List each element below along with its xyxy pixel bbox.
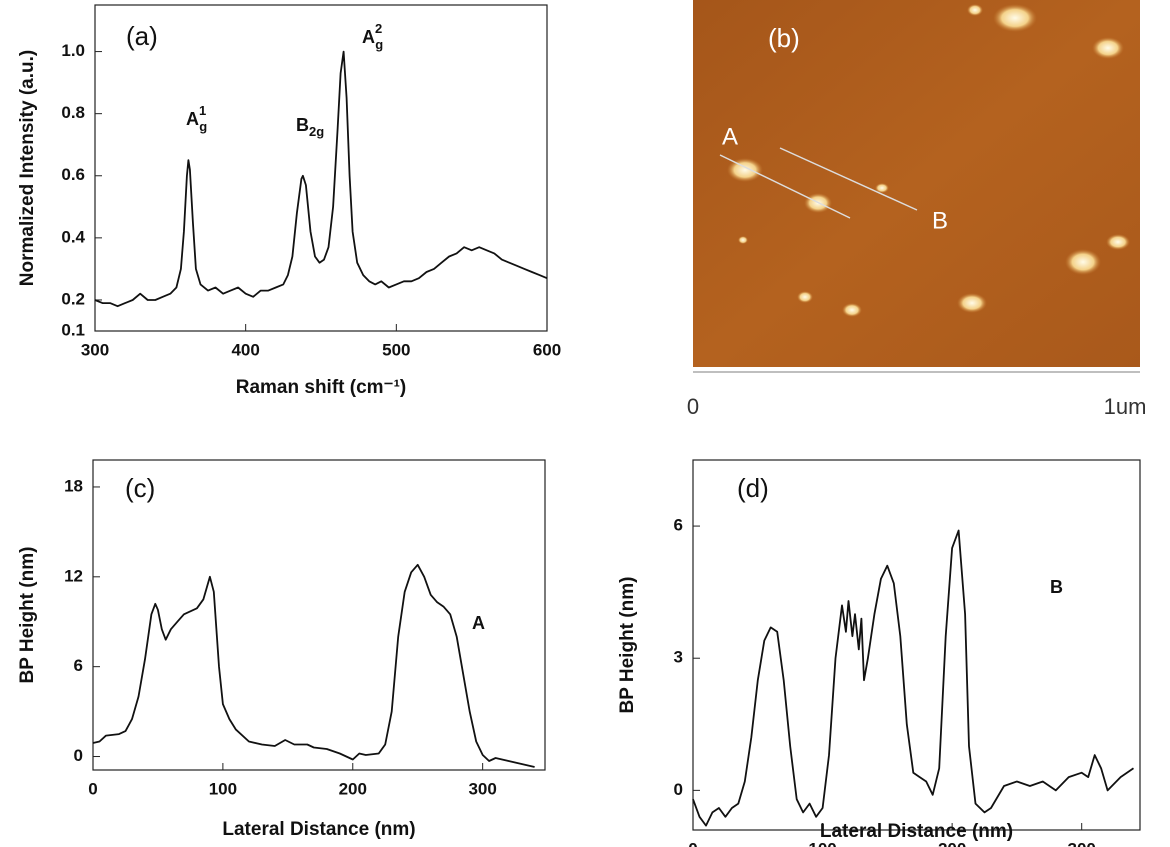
annotation: B2g [296, 115, 324, 140]
x-tick-label: 600 [533, 340, 561, 359]
y-tick-label: 0.8 [61, 103, 85, 122]
chart: 300 400 500 600 0.1 0.2 0.4 0.6 0.8 1.0 Raman shif… [17, 4, 561, 398]
afm-panel: (b) A B 0 1um [687, 0, 1147, 419]
x-tick-label: 300 [1068, 839, 1096, 847]
data-line [692, 529, 1135, 827]
annotation: A [472, 613, 485, 633]
y-axis-label: Normalized Intensity (a.u.) [17, 50, 38, 286]
x-tick-label: 300 [81, 340, 109, 359]
x-tick-label: 300 [468, 779, 496, 798]
y-tick-label: 1.0 [61, 41, 85, 60]
y-tick-label: 18 [64, 476, 83, 495]
panel-label: (c) [125, 473, 155, 503]
panel-label: (d) [737, 473, 769, 503]
annotation-sup: 2 [375, 21, 382, 36]
point-label: A [722, 123, 738, 150]
y-axis-label: BP Height (nm) [617, 577, 638, 714]
x-axis-label: Lateral Distance (nm) [222, 819, 415, 840]
annotation-sub: 2g [309, 124, 324, 139]
plot-frame [692, 459, 1141, 831]
x-tick-label: 400 [231, 340, 259, 359]
data-line [94, 50, 548, 308]
annotation-sub: g [199, 119, 207, 134]
y-tick-label: 0.4 [61, 227, 85, 246]
afm-image [693, 0, 1140, 367]
x-tick-label: 100 [209, 779, 237, 798]
point-label: B [932, 207, 948, 234]
plot-frame [92, 459, 546, 771]
x-tick-label: 0 [688, 839, 697, 847]
y-tick-label: 0.2 [61, 289, 85, 308]
y-tick-label: 3 [674, 648, 683, 667]
annotation-sub: g [375, 37, 383, 52]
y-tick-label: 6 [74, 656, 83, 675]
afm-features [719, 4, 1130, 317]
annotation-text: B [296, 115, 309, 135]
x-tick-label: 200 [339, 779, 367, 798]
panel-label: (a) [126, 21, 158, 51]
annotation-text: A [362, 27, 375, 47]
y-tick-label: 0.1 [61, 320, 85, 339]
chart: 0 100 200 300 0 6 12 18 Lateral Distance (nm) BP … [17, 459, 546, 840]
x-tick-label: 0 [88, 779, 97, 798]
y-tick-label: 0 [674, 780, 683, 799]
annotation: A2 g [362, 21, 383, 52]
scale-label: 0 [687, 394, 699, 419]
y-tick-label: 0.6 [61, 165, 85, 184]
annotation: B [1050, 577, 1063, 597]
y-axis-label: BP Height (nm) [17, 547, 38, 684]
x-tick-label: 100 [808, 839, 836, 847]
y-tick-label: 6 [674, 516, 683, 535]
x-axis-label: Lateral Distance (nm) [820, 821, 1013, 842]
x-tick-label: 500 [382, 340, 410, 359]
annotation-sup: 1 [199, 103, 206, 118]
annotation: A1 g [186, 103, 207, 134]
plot-frame [94, 4, 548, 332]
x-axis-label: Raman shift (cm⁻¹) [236, 377, 407, 398]
annotation-text: A [186, 109, 199, 129]
y-tick-label: 0 [74, 746, 83, 765]
scale-label: 1um [1104, 394, 1147, 419]
data-line [92, 563, 535, 768]
chart: 0 100 200 300 0 3 6 Lateral Distance (nm) BP Hei… [617, 459, 1141, 847]
y-tick-label: 12 [64, 566, 83, 585]
x-tick-label: 200 [938, 839, 966, 847]
panel-label: (b) [768, 23, 800, 53]
